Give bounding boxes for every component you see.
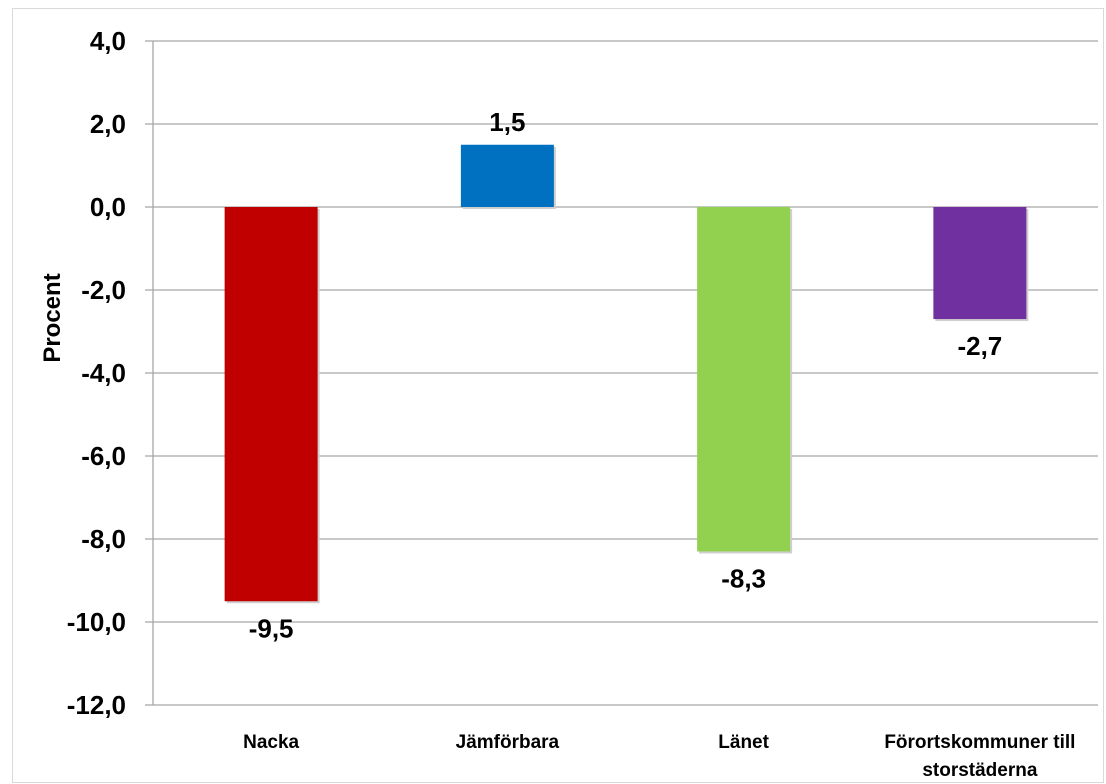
y-tick-labels: 4,0 2,0 0,0 -2,0 -4,0 -6,0 -8,0 -10,0 -12,0 — [67, 26, 126, 720]
y-tick-label: -4,0 — [81, 358, 126, 388]
y-tick-label: -10,0 — [67, 607, 126, 637]
category-label: storstäderna — [922, 760, 1038, 781]
bar — [933, 207, 1027, 320]
category-labels: Nacka Jämförbara Länet Förortskommuner till… — [243, 732, 1075, 781]
y-tick-label: -8,0 — [81, 524, 126, 554]
bar — [460, 144, 554, 207]
y-tick-label: -2,0 — [81, 275, 126, 305]
y-tick-label: 4,0 — [90, 26, 126, 56]
y-tick-label: -6,0 — [81, 441, 126, 471]
chart-frame — [12, 8, 1104, 783]
data-label: 1,5 — [489, 107, 525, 137]
category-label: Länet — [718, 732, 769, 753]
bar — [224, 207, 318, 602]
category-label: Förortskommuner till — [884, 732, 1075, 753]
bar — [697, 207, 791, 552]
category-label: Nacka — [243, 732, 299, 753]
data-label: -2,7 — [957, 331, 1002, 361]
y-axis-label: Procent — [39, 273, 66, 362]
y-tick-label: -12,0 — [67, 690, 126, 720]
category-label: Jämförbara — [456, 732, 560, 753]
data-label: -8,3 — [721, 563, 766, 593]
bars — [224, 144, 1029, 604]
data-labels: -9,5 1,5 -8,3 -2,7 — [249, 107, 1003, 644]
y-tick-label: 0,0 — [90, 192, 126, 222]
data-label: -9,5 — [249, 613, 294, 643]
y-tick-label: 2,0 — [90, 109, 126, 139]
